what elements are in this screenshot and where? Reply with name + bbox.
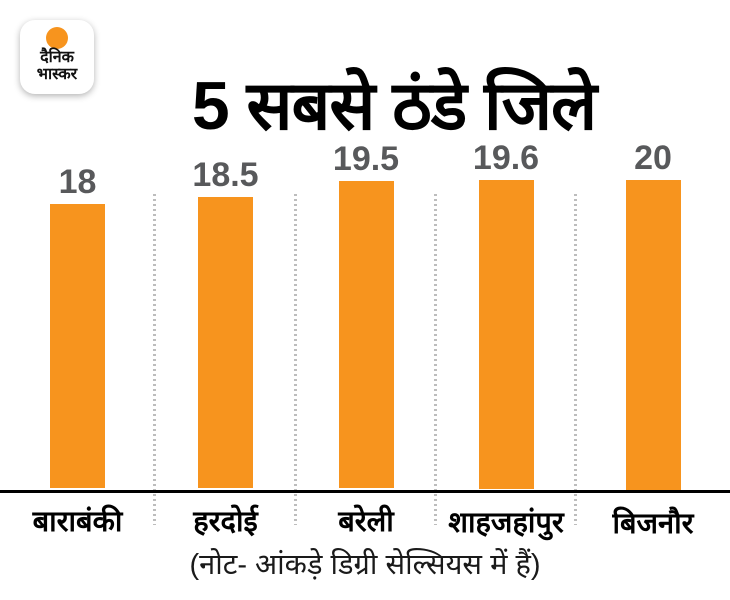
- bar-cell: 19.6 शाहजहांपुर: [434, 140, 576, 540]
- chart-title: 5 सबसे ठंडे जिले: [191, 67, 597, 144]
- bar-value-label: 20: [634, 139, 672, 177]
- bar: [338, 181, 394, 488]
- x-axis-line: [0, 490, 730, 493]
- sun-dot-icon: [46, 27, 68, 49]
- bar-area: 18: [0, 140, 155, 488]
- bar-value-label: 18.5: [192, 156, 259, 194]
- logo-text-line1: दैनिक: [40, 49, 74, 66]
- bar-area: 19.6: [436, 140, 576, 489]
- bar-area: 20: [576, 140, 730, 490]
- dotted-divider: [153, 194, 156, 525]
- bar-cell: 18.5 हरदोई: [153, 140, 296, 540]
- bar-value-label: 19.6: [472, 139, 540, 177]
- bar: [625, 180, 681, 490]
- category-label: हरदोई: [193, 506, 258, 538]
- bar: [478, 180, 534, 489]
- dotted-divider: [574, 194, 577, 525]
- bar-value-label: 18: [58, 163, 97, 201]
- category-label: बरेली: [338, 506, 394, 538]
- bar-area: 18.5: [155, 140, 296, 488]
- footnote: (नोट- आंकड़े डिग्री सेल्सियस में हैं): [189, 549, 541, 581]
- dotted-divider: [294, 194, 297, 525]
- bar: [198, 197, 253, 488]
- bar-cells-row: 18 बाराबंकी 18.5 हरदोई 19.5 बरेली 19.6 शाहजहांप…: [0, 140, 730, 540]
- bar-cell: 20 बिजनौर: [574, 140, 730, 540]
- bar-area: 19.5: [296, 140, 436, 488]
- bar-value-label: 19.5: [332, 140, 400, 178]
- dainik-bhaskar-logo: दैनिक भास्कर: [20, 20, 94, 94]
- bar-cell: 19.5 बरेली: [294, 140, 436, 540]
- bar-cell: 18 बाराबंकी: [0, 140, 155, 540]
- bar: [50, 204, 105, 488]
- category-label: बिजनौर: [612, 508, 694, 540]
- category-label: शाहजहांपुर: [448, 507, 564, 539]
- logo-text-line2: भास्कर: [36, 66, 78, 83]
- category-label: बाराबंकी: [32, 506, 123, 538]
- dotted-divider: [434, 194, 437, 525]
- bar-chart: 18 बाराबंकी 18.5 हरदोई 19.5 बरेली 19.6 शाहजहांप…: [0, 140, 730, 540]
